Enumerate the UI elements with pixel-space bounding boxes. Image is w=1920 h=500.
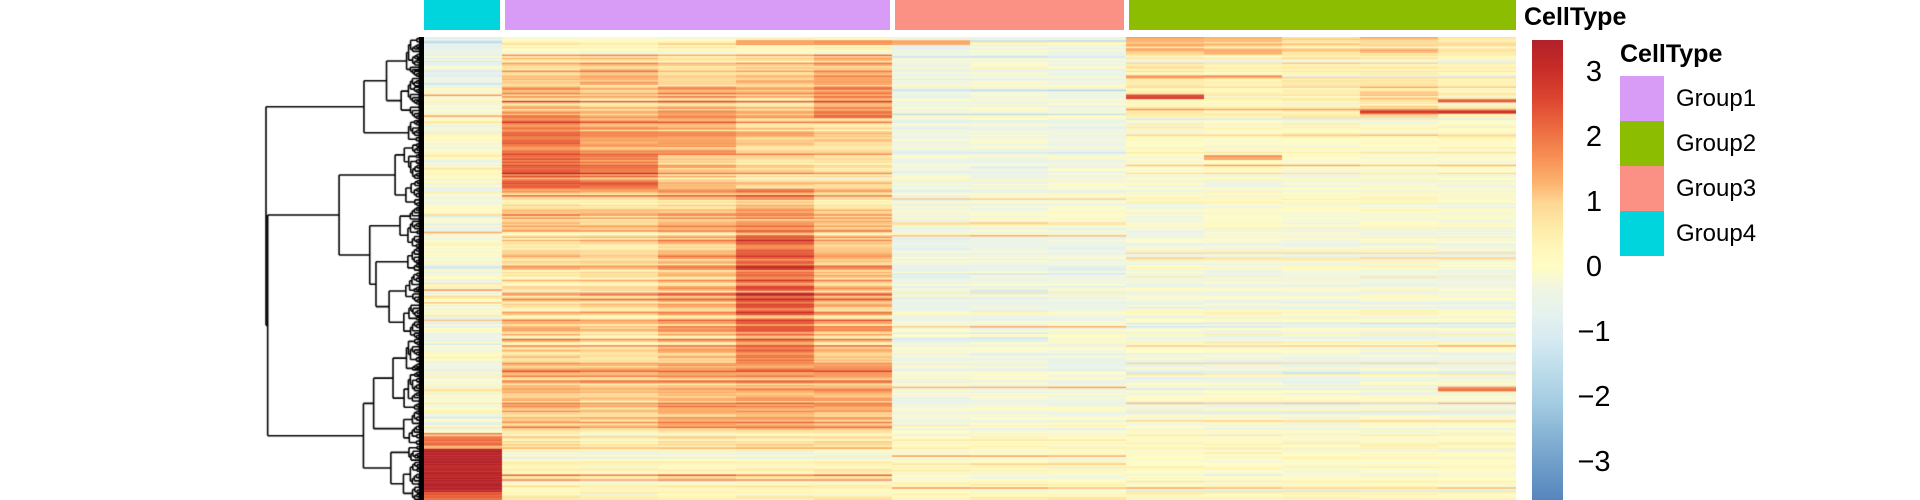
colorbar-tick-0: 0 (1585, 251, 1603, 283)
legend-item-group4: Group4 (1620, 211, 1900, 256)
colorbar-tick-−2: −2 (1577, 381, 1611, 413)
group2-swatch (1620, 121, 1664, 166)
row-dendrogram (254, 37, 424, 500)
heatmap-body (424, 37, 1516, 500)
colorbar-tick-2: 2 (1585, 121, 1603, 153)
annotation-segment-group4 (424, 0, 500, 30)
legend-item-group3: Group3 (1620, 166, 1900, 211)
column-annotation-bar (0, 0, 1920, 30)
annotation-bar-title: CellType (1524, 3, 1627, 31)
group3-label: Group3 (1676, 175, 1757, 202)
group4-swatch (1620, 211, 1664, 256)
group3-swatch (1620, 166, 1664, 211)
colorbar-tick-3: 3 (1585, 56, 1603, 88)
colorbar-gradient (1532, 40, 1563, 500)
colorbar-tick-−1: −1 (1577, 316, 1611, 348)
annotation-segment-group2 (1128, 0, 1516, 30)
group1-swatch (1620, 76, 1664, 121)
group4-label: Group4 (1676, 220, 1757, 247)
group2-label: Group2 (1676, 130, 1757, 157)
celltype-legend: CellType Group1 Group2 Group3 Group4 (1620, 40, 1900, 256)
legend-item-group2: Group2 (1620, 121, 1900, 166)
annotation-segment-group3 (894, 0, 1124, 30)
group1-label: Group1 (1676, 85, 1757, 112)
legend-title: CellType (1620, 40, 1723, 68)
colorbar-tick-1: 1 (1585, 186, 1603, 218)
colorbar-tick-−3: −3 (1577, 446, 1611, 478)
legend-item-group1: Group1 (1620, 76, 1900, 121)
annotation-segment-group1 (504, 0, 890, 30)
